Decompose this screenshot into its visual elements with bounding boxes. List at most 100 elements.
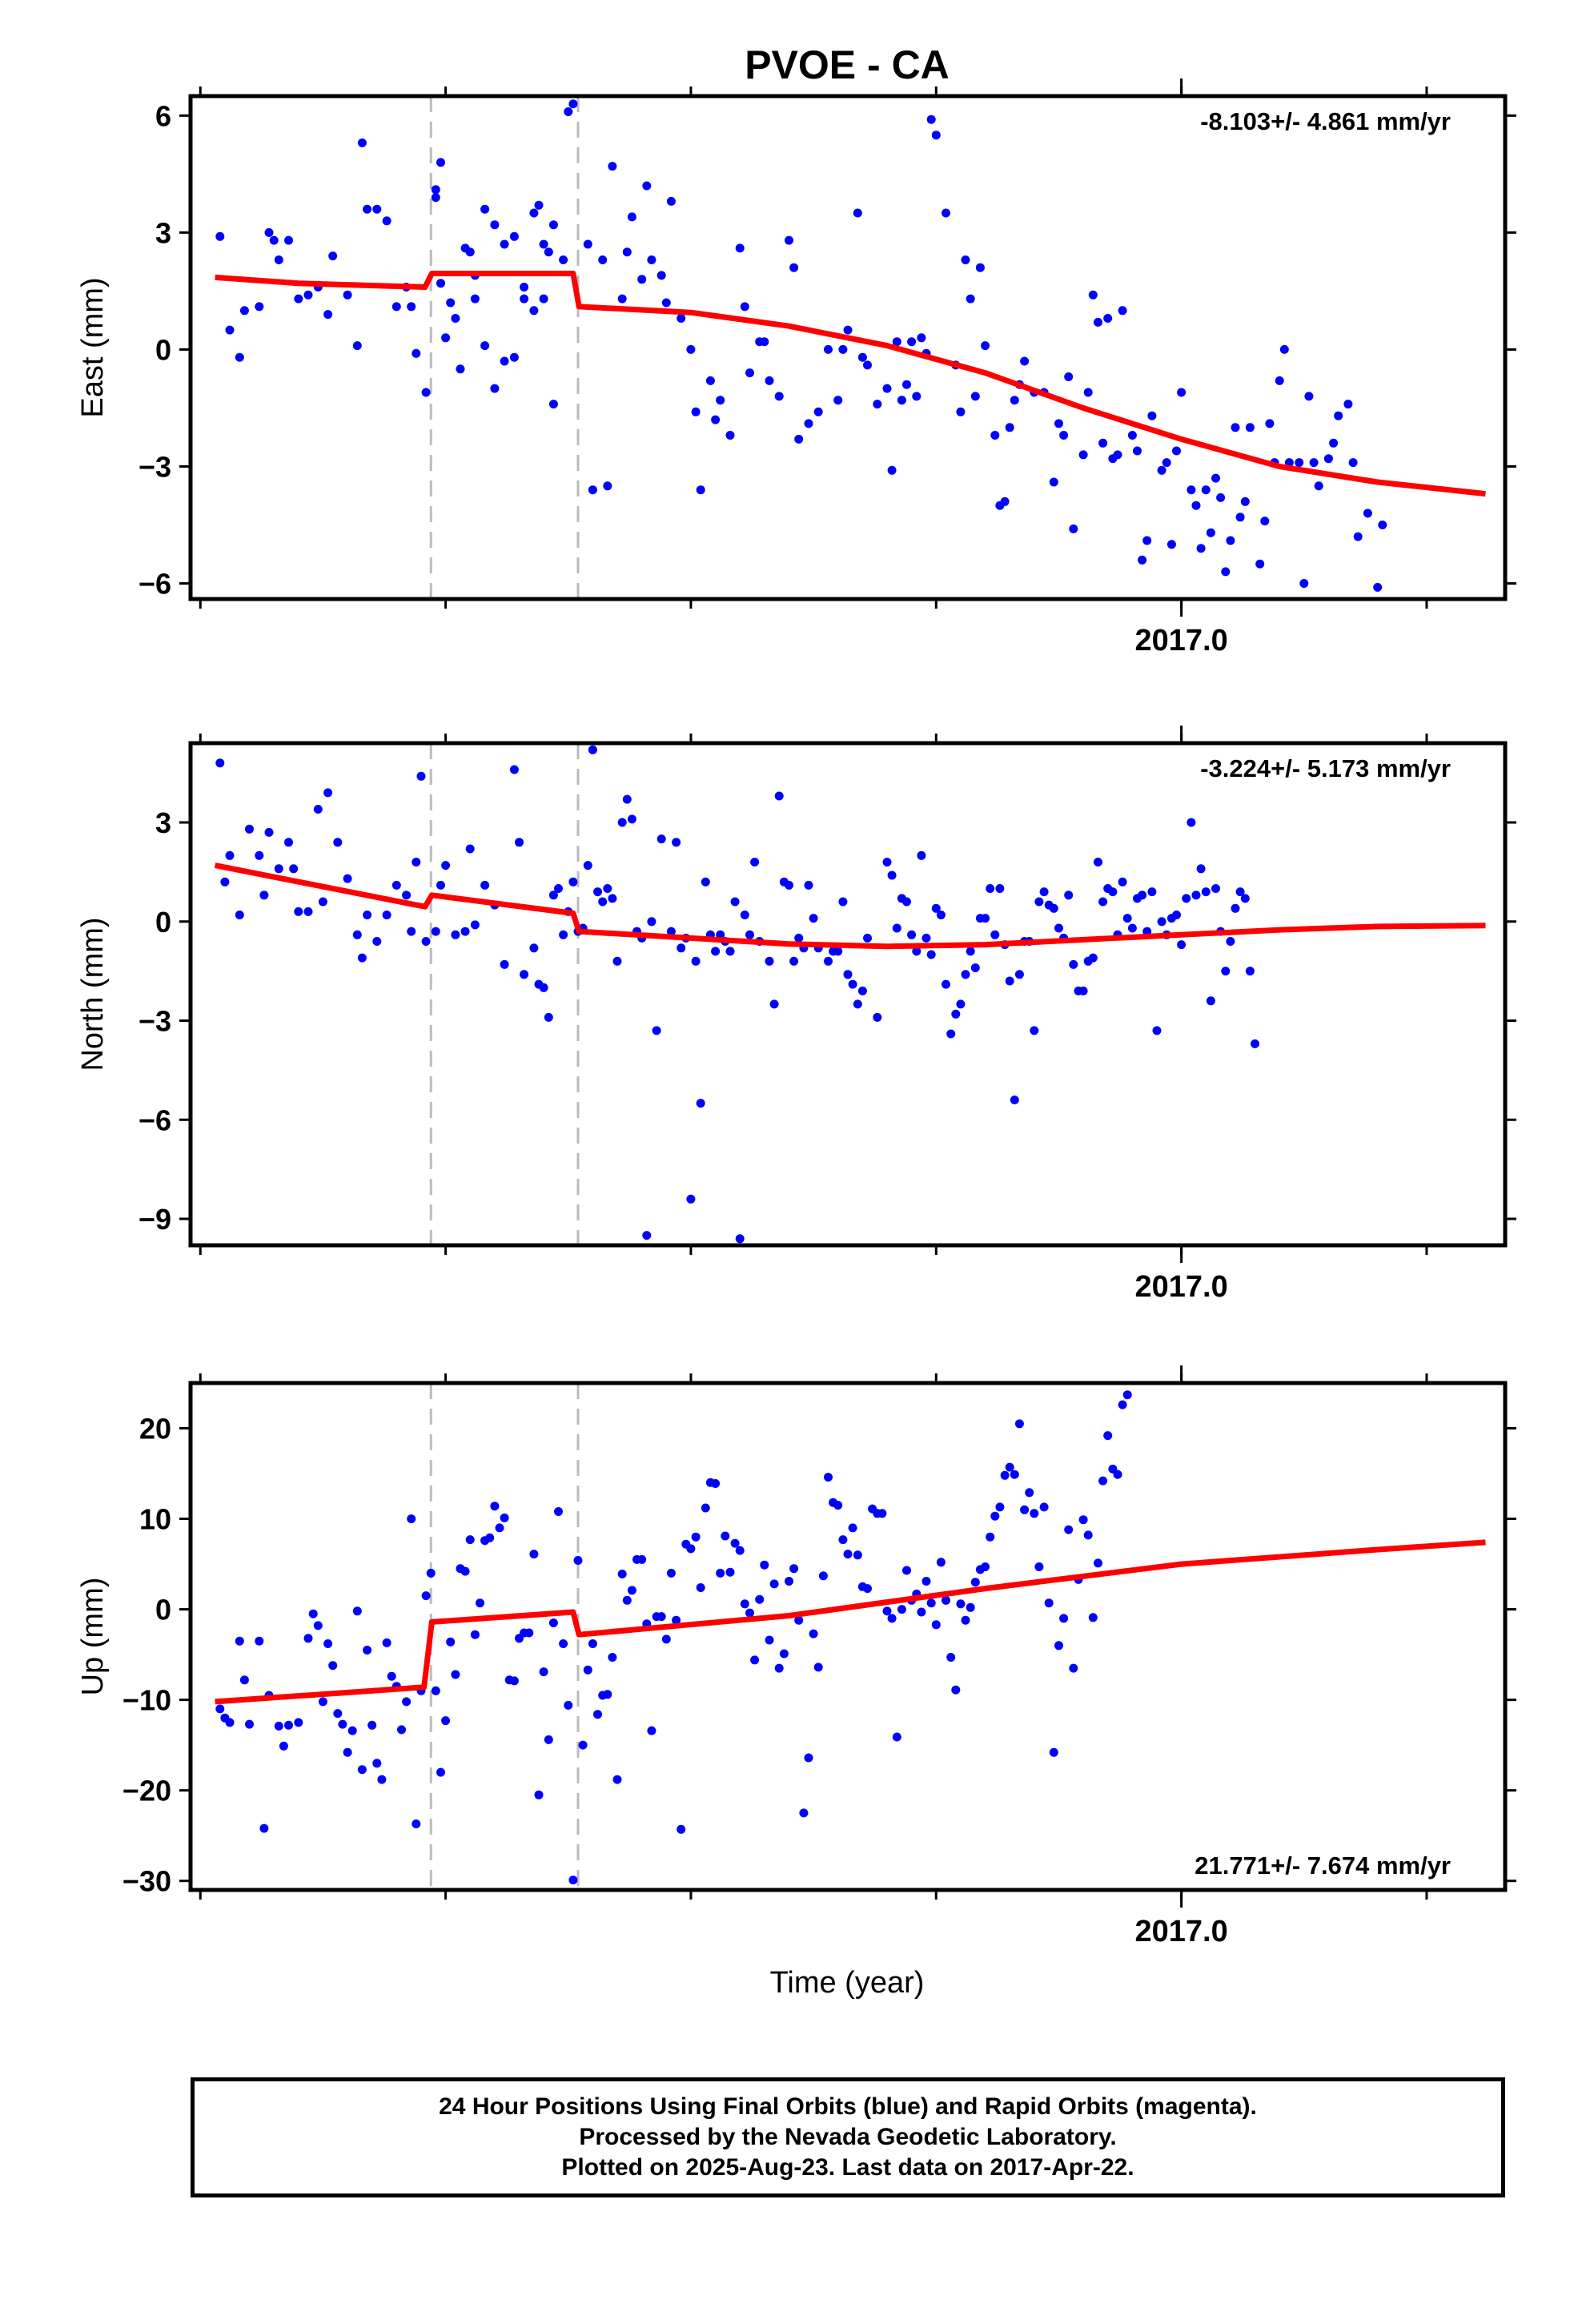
data-point <box>696 1583 705 1592</box>
data-point <box>769 1579 779 1589</box>
data-point <box>534 1790 544 1799</box>
data-point <box>1314 481 1323 491</box>
data-point <box>323 310 333 320</box>
data-point <box>1191 891 1201 900</box>
data-point <box>608 1653 617 1662</box>
y-tick-label: −3 <box>139 450 171 483</box>
data-point <box>490 1502 500 1511</box>
data-point <box>313 1621 323 1630</box>
data-point <box>490 220 500 230</box>
data-point <box>1054 419 1063 428</box>
data-point <box>451 314 460 323</box>
data-point <box>843 1550 853 1559</box>
data-point <box>716 396 725 405</box>
data-point <box>863 360 872 370</box>
data-point <box>318 1697 327 1707</box>
data-point <box>1039 1502 1049 1512</box>
data-point <box>548 891 558 900</box>
data-point <box>725 947 735 956</box>
data-point <box>956 407 966 416</box>
y-axis-label-north: North (mm) <box>76 917 110 1071</box>
rate-annotation-up: 21.771+/- 7.674 mm/yr <box>1195 1852 1451 1880</box>
y-tick-label: −3 <box>139 1005 171 1038</box>
data-point <box>495 1523 504 1533</box>
data-point <box>779 1649 789 1659</box>
y-axis-label-up: Up (mm) <box>76 1578 110 1696</box>
data-point <box>696 485 705 495</box>
data-point <box>1348 458 1358 468</box>
data-point <box>730 897 740 907</box>
data-point <box>711 1479 721 1488</box>
data-point <box>352 1606 362 1616</box>
data-point <box>1010 1096 1019 1104</box>
data-point <box>887 870 897 880</box>
data-point <box>1295 458 1304 468</box>
data-point <box>436 880 445 890</box>
data-point <box>436 158 445 167</box>
data-point <box>656 834 666 844</box>
data-point <box>1064 372 1074 381</box>
data-point <box>303 907 313 916</box>
data-point <box>627 1586 636 1595</box>
data-point <box>730 1538 740 1548</box>
data-point <box>1064 1525 1074 1534</box>
data-point <box>509 765 519 774</box>
data-point <box>907 930 917 939</box>
data-point <box>627 814 636 824</box>
data-point <box>255 850 264 860</box>
data-point <box>328 1661 338 1671</box>
data-point <box>794 434 804 444</box>
data-point <box>343 874 352 883</box>
data-point <box>1069 959 1078 969</box>
data-point <box>843 970 853 979</box>
data-point <box>995 1502 1005 1512</box>
data-point <box>833 947 843 956</box>
data-point <box>470 1630 480 1639</box>
data-point <box>308 1609 318 1618</box>
data-point <box>465 1535 475 1545</box>
data-point <box>1094 1558 1102 1568</box>
data-point <box>1284 458 1294 468</box>
rate-annotation-north: -3.224+/- 5.173 mm/yr <box>1200 754 1451 782</box>
data-point <box>509 1676 519 1686</box>
data-point <box>990 930 1000 939</box>
data-point <box>421 1591 431 1601</box>
data-point <box>946 1653 956 1662</box>
data-point <box>1323 454 1333 464</box>
data-point <box>343 1747 352 1757</box>
data-point <box>1020 356 1030 366</box>
x-tick-label: 2017.0 <box>1135 1915 1228 1948</box>
data-point <box>573 1556 583 1565</box>
data-point <box>500 356 509 366</box>
data-point <box>470 920 480 930</box>
data-point <box>1088 953 1098 963</box>
data-point <box>750 1655 760 1665</box>
data-point <box>686 1544 696 1554</box>
data-point <box>515 838 524 847</box>
data-point <box>568 877 578 887</box>
data-point <box>740 911 749 919</box>
data-point <box>622 247 632 257</box>
data-point <box>421 388 431 397</box>
data-point <box>887 1614 897 1623</box>
data-point <box>598 255 608 264</box>
data-point <box>1014 1419 1024 1429</box>
data-point <box>1118 1400 1127 1409</box>
data-point <box>323 788 333 798</box>
data-point <box>520 283 529 292</box>
data-point <box>460 1566 470 1576</box>
data-point <box>1103 1431 1113 1441</box>
x-tick-label: 2017.0 <box>1135 1270 1228 1304</box>
data-point <box>338 1719 347 1729</box>
data-point <box>721 1531 730 1541</box>
data-point <box>917 850 926 860</box>
data-point <box>578 1740 588 1750</box>
data-point <box>544 1012 553 1022</box>
data-point <box>593 1710 602 1719</box>
data-point <box>917 1607 926 1617</box>
plot-frame-east <box>188 94 1508 601</box>
data-point <box>765 1635 774 1645</box>
chart-panels: 6 3 0 −3 −6 2017.0 East (mm) -8.103+/- 4.861 mm… <box>76 78 1516 1948</box>
caption-line-1: 24 Hour Positions Using Final Orbits (bl… <box>439 2093 1257 2120</box>
data-point <box>1098 1476 1108 1486</box>
